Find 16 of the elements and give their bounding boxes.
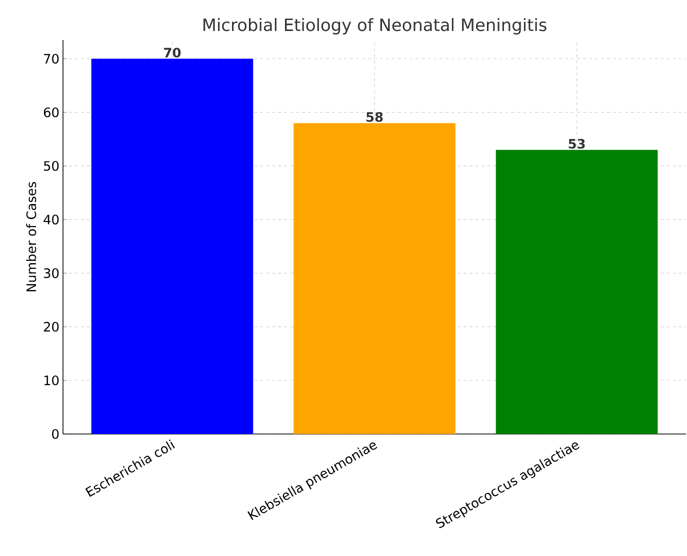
bar <box>91 58 254 434</box>
data-label: 58 <box>366 112 383 122</box>
y-tick-label: 40 <box>44 214 59 224</box>
y-tick-label: 70 <box>44 54 59 64</box>
y-tick-label: 20 <box>44 322 59 332</box>
bar <box>496 150 658 434</box>
bar <box>294 123 456 434</box>
y-tick-label: 50 <box>44 161 59 171</box>
y-tick-label: 0 <box>52 429 59 439</box>
y-axis-title: Number of Cases <box>26 182 36 292</box>
chart-title: Microbial Etiology of Neonatal Meningitis <box>203 18 546 34</box>
y-tick-label: 10 <box>44 375 59 386</box>
y-tick-label: 60 <box>44 107 59 118</box>
data-label: 70 <box>164 48 181 58</box>
data-label: 53 <box>568 138 585 149</box>
y-tick-label: 30 <box>44 268 59 278</box>
